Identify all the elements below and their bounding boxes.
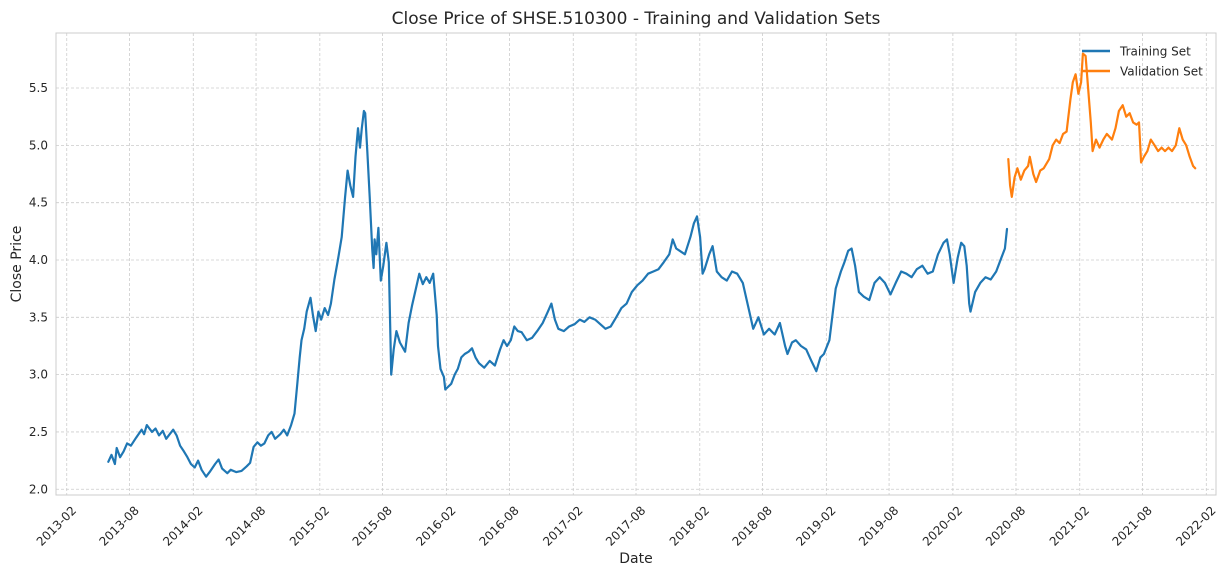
y-tick-label: 3.0 [29, 368, 48, 382]
y-tick-label: 3.5 [29, 310, 48, 324]
legend-label-training: Training Set [1119, 45, 1191, 59]
validation-series-line [1007, 52, 1197, 198]
y-tick-label: 4.5 [29, 196, 48, 210]
y-tick-label: 5.0 [29, 138, 48, 152]
series-layer [107, 52, 1197, 478]
grid [56, 33, 1216, 495]
legend: Training Set Validation Set [1082, 45, 1203, 79]
y-tick-labels: 2.0 2.5 3.0 3.5 4.0 4.5 5.0 5.5 [29, 81, 48, 496]
y-tick-label: 2.0 [29, 482, 48, 496]
plot-frame [55, 32, 1217, 496]
training-series-line [107, 109, 1009, 478]
x-axis-label: Date [619, 551, 652, 567]
y-tick-label: 2.5 [29, 425, 48, 439]
y-tick-label: 4.0 [29, 253, 48, 267]
legend-label-validation: Validation Set [1120, 65, 1203, 79]
y-tick-label: 5.5 [29, 81, 48, 95]
y-axis-label: Close Price [9, 226, 25, 303]
chart-title: Close Price of SHSE.510300 - Training an… [392, 9, 881, 29]
